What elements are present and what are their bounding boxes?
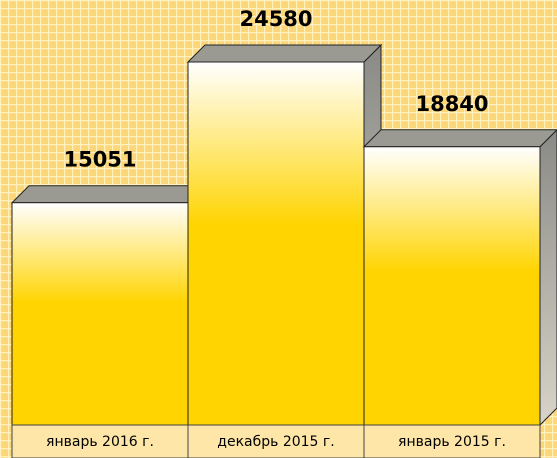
bar-side: [539, 129, 557, 427]
value-label: 18840: [415, 92, 488, 116]
x-tick-label: январь 2016 г.: [46, 434, 154, 450]
value-label: 24580: [239, 7, 312, 31]
bar-top: [10, 185, 207, 204]
bar-top: [186, 44, 383, 63]
bar: [10, 184, 207, 427]
bar: [186, 43, 383, 427]
x-tick-label: декабрь 2015 г.: [217, 434, 334, 450]
x-tick-label: январь 2015 г.: [398, 434, 506, 450]
category-cell: [187, 424, 365, 458]
value-label: 15051: [63, 148, 136, 172]
bar-top: [362, 129, 557, 148]
bar-front: [187, 61, 365, 426]
bar: [362, 129, 557, 427]
category-cell: [363, 424, 541, 458]
category-cell: [11, 424, 189, 458]
bar-front: [363, 146, 541, 426]
bar-front: [11, 202, 189, 426]
